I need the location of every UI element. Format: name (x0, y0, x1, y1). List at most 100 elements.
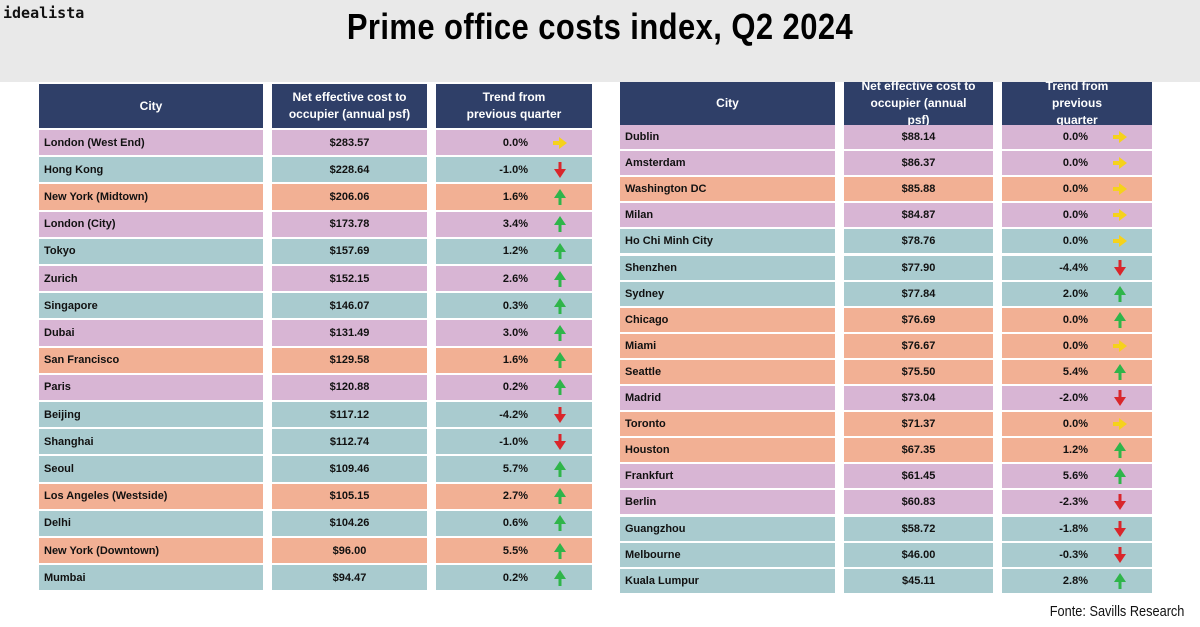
city-cell: London (West End) (39, 130, 263, 156)
trend-cell: 2.7% (436, 483, 592, 509)
arrow-up-icon (553, 352, 567, 369)
city-cell: Shenzhen (620, 255, 835, 280)
arrow-up-icon (1113, 442, 1127, 459)
column-header: City (39, 84, 263, 128)
trend-cell: -1.8% (1002, 516, 1152, 541)
page-title: Prime office costs index, Q2 2024 (346, 6, 854, 47)
trend-value: -2.0% (1059, 392, 1088, 405)
trend-value: 0.3% (502, 299, 528, 312)
cost-cell: $75.50 (844, 359, 993, 384)
trend-cell: 0.0% (1002, 307, 1152, 332)
city-cell: Zurich (39, 266, 263, 292)
arrow-right-icon (553, 135, 567, 151)
trend-value: -2.3% (1059, 496, 1088, 509)
trend-value: 0.0% (1062, 313, 1088, 326)
trend-value: -4.2% (499, 408, 528, 421)
arrow-up-icon (553, 270, 567, 287)
trend-value: 0.0% (1062, 131, 1088, 144)
city-cell: London (City) (39, 211, 263, 237)
trend-cell: 2.0% (1002, 281, 1152, 306)
city-cell: Seoul (39, 456, 263, 482)
trend-value: 2.6% (502, 272, 528, 285)
title-banner (0, 0, 1200, 82)
trend-cell: 0.0% (1002, 125, 1152, 150)
cost-cell: $152.15 (272, 266, 427, 292)
trend-cell: 1.2% (1002, 438, 1152, 463)
trend-cell: -1.0% (436, 157, 592, 183)
column-header: Trend from previous quarter (1002, 79, 1152, 127)
cost-cell: $78.76 (844, 229, 993, 254)
trend-value: 2.7% (502, 490, 528, 503)
cost-cell: $45.11 (844, 568, 993, 593)
cost-cell: $129.58 (272, 347, 427, 373)
trend-value: 0.2% (502, 381, 528, 394)
cost-cell: $85.88 (844, 177, 993, 202)
city-cell: Washington DC (620, 177, 835, 202)
city-cell: Guangzhou (620, 516, 835, 541)
trend-cell: 0.0% (1002, 412, 1152, 437)
cost-cell: $58.72 (844, 516, 993, 541)
city-cell: Milan (620, 203, 835, 228)
trend-value: 0.0% (1062, 418, 1088, 431)
arrow-right-icon (1113, 416, 1127, 432)
arrow-down-icon (553, 161, 567, 178)
cost-cell: $131.49 (272, 320, 427, 346)
trend-cell: 1.6% (436, 184, 592, 210)
city-cell: Paris (39, 374, 263, 400)
cost-cell: $88.14 (844, 125, 993, 150)
source-note: Fonte: Savills Research (1049, 603, 1184, 620)
trend-cell: 0.0% (1002, 229, 1152, 254)
cost-cell: $76.69 (844, 307, 993, 332)
arrow-down-icon (1113, 390, 1127, 407)
cost-cell: $112.74 (272, 429, 427, 455)
cost-cell: $73.04 (844, 386, 993, 411)
city-cell: Los Angeles (Westside) (39, 483, 263, 509)
cost-cell: $228.64 (272, 157, 427, 183)
trend-cell: 0.6% (436, 510, 592, 536)
city-cell: San Francisco (39, 347, 263, 373)
trend-value: 0.6% (502, 517, 528, 530)
cost-cell: $283.57 (272, 130, 427, 156)
arrow-down-icon (1113, 259, 1127, 276)
city-cell: Tokyo (39, 238, 263, 264)
trend-cell: -4.2% (436, 402, 592, 428)
cost-cell: $96.00 (272, 538, 427, 564)
cost-cell: $109.46 (272, 456, 427, 482)
arrow-right-icon (1113, 181, 1127, 197)
trend-value: 1.6% (502, 354, 528, 367)
city-cell: Frankfurt (620, 464, 835, 489)
city-cell: Dublin (620, 125, 835, 150)
trend-value: 5.4% (1062, 365, 1088, 378)
trend-value: 3.0% (502, 326, 528, 339)
trend-value: -1.0% (499, 435, 528, 448)
trend-cell: -2.3% (1002, 490, 1152, 515)
arrow-up-icon (553, 243, 567, 260)
arrow-up-icon (553, 460, 567, 477)
cost-cell: $67.35 (844, 438, 993, 463)
trend-cell: 2.6% (436, 266, 592, 292)
trend-cell: 5.4% (1002, 359, 1152, 384)
trend-value: 5.6% (1062, 470, 1088, 483)
arrow-down-icon (1113, 546, 1127, 563)
trend-cell: 5.7% (436, 456, 592, 482)
cost-cell: $61.45 (844, 464, 993, 489)
trend-cell: 3.4% (436, 211, 592, 237)
city-cell: Kuala Lumpur (620, 568, 835, 593)
city-cell: New York (Downtown) (39, 538, 263, 564)
trend-value: 5.7% (502, 462, 528, 475)
city-cell: Shanghai (39, 429, 263, 455)
trend-value: 2.0% (1062, 287, 1088, 300)
trend-cell: 0.0% (1002, 203, 1152, 228)
city-cell: Dubai (39, 320, 263, 346)
arrow-up-icon (553, 324, 567, 341)
arrow-up-icon (1113, 285, 1127, 302)
city-cell: Singapore (39, 293, 263, 319)
arrow-right-icon (1113, 338, 1127, 354)
cost-cell: $120.88 (272, 374, 427, 400)
trend-cell: 0.0% (1002, 177, 1152, 202)
city-cell: Mumbai (39, 565, 263, 591)
arrow-down-icon (553, 433, 567, 450)
cost-cell: $77.90 (844, 255, 993, 280)
city-cell: Houston (620, 438, 835, 463)
idealista-logo: idealista (3, 4, 85, 22)
